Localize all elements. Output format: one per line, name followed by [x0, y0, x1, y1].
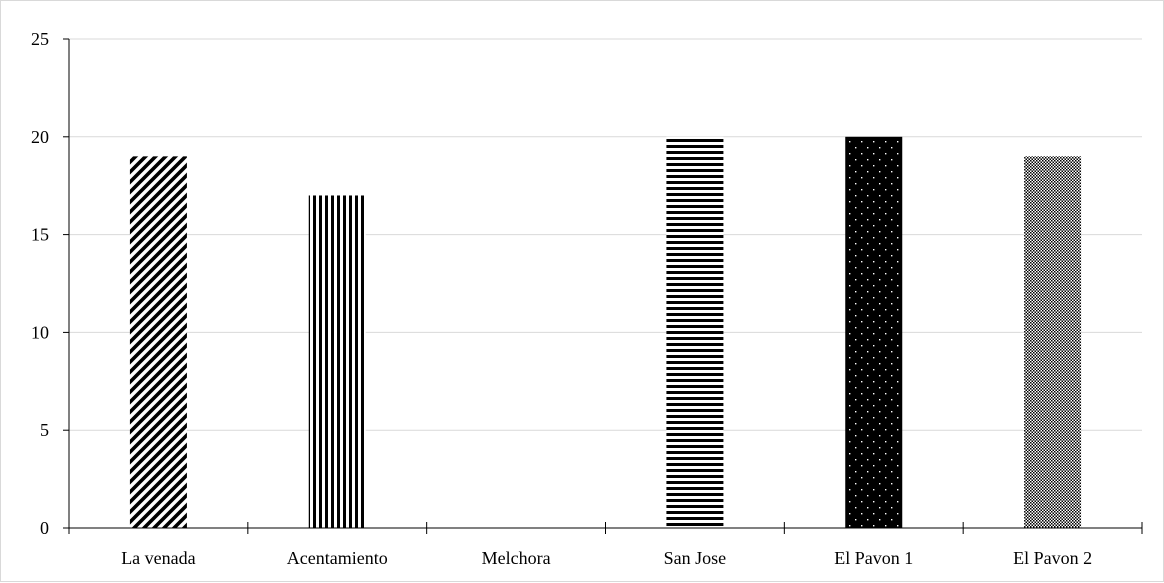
tick-labels: 0 5 10 15 20 25 La venada Acentamiento Melchora S… — [31, 29, 1092, 568]
bar-el-pavon-1 — [845, 136, 903, 529]
y-tick-label: 5 — [40, 420, 49, 440]
x-tick-label: El Pavon 2 — [1013, 548, 1092, 568]
bar-san-jose — [666, 136, 724, 529]
bar-acentamiento — [308, 195, 366, 529]
y-tick-label: 0 — [40, 518, 49, 538]
bar-el-pavon-2 — [1024, 156, 1082, 529]
y-tick-label: 20 — [31, 127, 49, 147]
x-tick-label: Acentamiento — [287, 548, 388, 568]
bars — [129, 136, 1082, 529]
axes — [63, 38, 1143, 534]
x-tick-label: La venada — [121, 548, 195, 568]
y-tick-label: 25 — [31, 29, 49, 49]
y-tick-label: 10 — [31, 322, 49, 342]
x-tick-label: El Pavon 1 — [834, 548, 913, 568]
x-tick-label: Melchora — [482, 548, 551, 568]
bar-la-venada — [129, 156, 187, 529]
x-tick-label: San Jose — [664, 548, 727, 568]
y-tick-label: 15 — [31, 225, 49, 245]
gridlines — [69, 38, 1142, 431]
